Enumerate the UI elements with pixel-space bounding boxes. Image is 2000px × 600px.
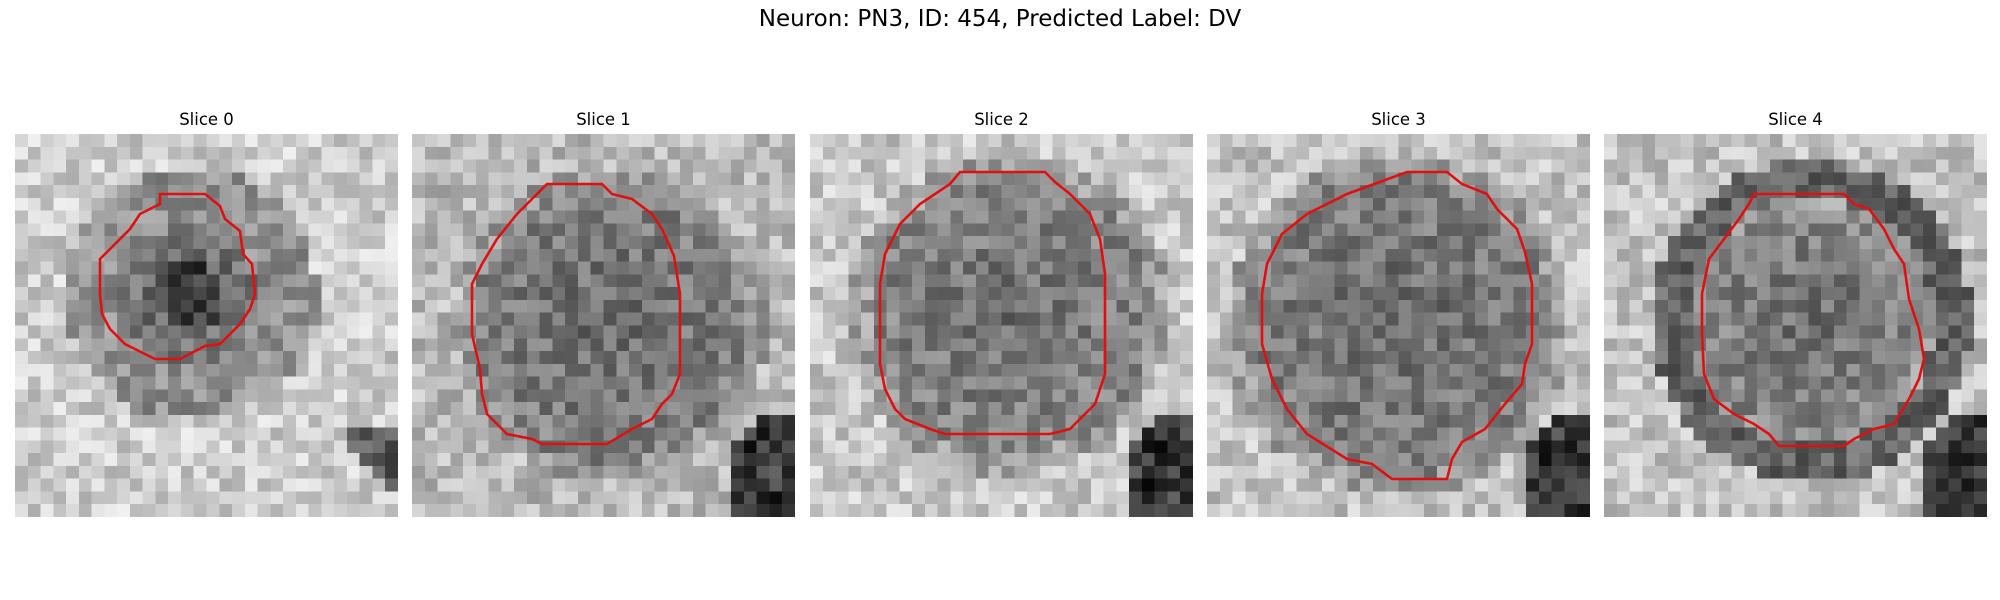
slice-title: Slice 4	[1768, 110, 1823, 129]
slice-image	[810, 134, 1193, 517]
slice-image	[1604, 134, 1987, 517]
segmentation-contour	[470, 182, 682, 446]
figure-title: Neuron: PN3, ID: 454, Predicted Label: D…	[758, 6, 1242, 32]
slice-title: Slice 1	[576, 110, 631, 129]
segmentation-contour	[878, 170, 1107, 436]
slice-image	[412, 134, 795, 517]
slice-title: Slice 2	[974, 110, 1029, 129]
slice-title: Slice 3	[1371, 110, 1426, 129]
slice-title: Slice 0	[179, 110, 234, 129]
contour-outline	[878, 170, 1107, 436]
contour-outline	[1260, 170, 1534, 481]
contour-outline	[1700, 192, 1926, 448]
segmentation-contour	[1260, 170, 1534, 481]
slice-image	[1207, 134, 1590, 517]
segmentation-contour	[98, 192, 257, 361]
contour-outline	[98, 192, 257, 361]
contour-outline	[470, 182, 682, 446]
slice-image	[15, 134, 398, 517]
segmentation-contour	[1700, 192, 1926, 448]
